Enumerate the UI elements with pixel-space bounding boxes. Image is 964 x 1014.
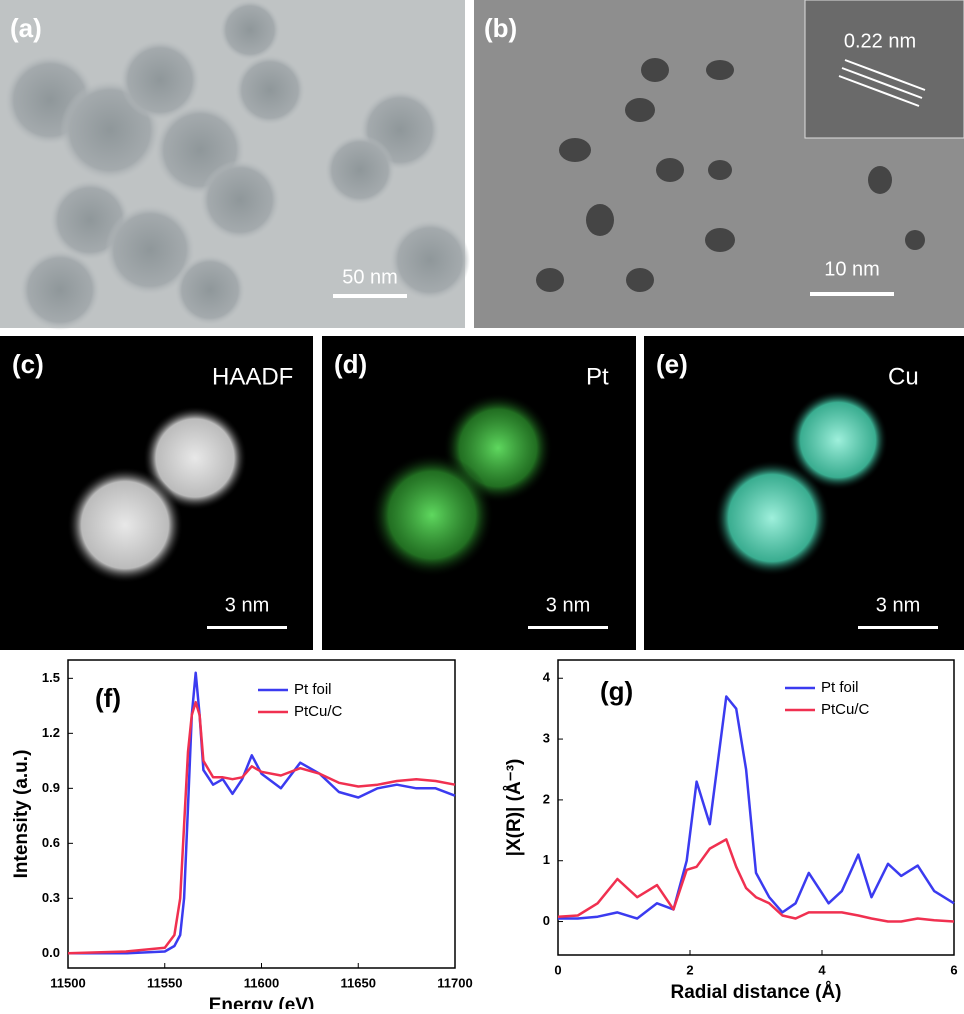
plot-frame <box>67 659 456 969</box>
inset <box>804 0 964 139</box>
scale-text: 50 nm <box>342 266 398 288</box>
particle <box>370 453 494 577</box>
panel-a: (a) 50 nm <box>0 0 470 330</box>
x-tick-label: 6 <box>950 962 957 977</box>
particle <box>788 390 888 490</box>
series-line <box>68 671 456 955</box>
legend-label: PtCu/C <box>294 703 343 720</box>
particle <box>67 467 183 583</box>
scale-text: 10 nm <box>824 258 880 280</box>
lattice-lines <box>838 59 926 107</box>
panel-label: (a) <box>10 13 42 43</box>
x-tick-label: 11500 <box>50 975 85 990</box>
scale-bar <box>528 626 608 629</box>
x-tick-label: 2 <box>686 962 693 977</box>
x-tick-label: 11550 <box>147 975 182 990</box>
series-line <box>558 695 955 920</box>
panel-name: HAADF <box>212 363 293 390</box>
inset-text: 0.22 nm <box>844 30 916 52</box>
scale-bar <box>207 626 287 629</box>
x-axis-label: Energy (eV) <box>209 995 315 1009</box>
scale-bar <box>810 292 894 296</box>
scale-text: 3 nm <box>546 594 590 616</box>
legend-label: Pt foil <box>821 679 859 696</box>
y-tick-label: 3 <box>543 731 550 746</box>
y-tick-label: 0.3 <box>42 890 60 905</box>
particle <box>714 460 830 576</box>
chart-title: (g) <box>600 676 633 706</box>
panel-label: (c) <box>12 349 44 379</box>
x-axis-label: Radial distance (Å) <box>670 982 841 1003</box>
series-line <box>557 838 955 923</box>
scale-text: 3 nm <box>876 594 920 616</box>
charts: 11500 11550 11600 11650 11700 0.0 0.3 0.6 0.9 1.2… <box>11 659 958 1014</box>
y-tick-label: 0.6 <box>42 835 60 850</box>
y-tick-label: 1 <box>543 852 550 867</box>
y-tick-label: 0 <box>543 913 550 928</box>
x-tick-label: 0 <box>554 962 561 977</box>
y-tick-label: 1.5 <box>42 670 60 685</box>
panel-b: (b) 0.22 nm 10 nm <box>474 0 964 328</box>
x-tick-label: 11650 <box>341 975 376 990</box>
panel-c: (c) HAADF 3 nm <box>0 336 313 650</box>
scale-bar <box>333 294 407 298</box>
scale-bar <box>858 626 938 629</box>
y-axis-label: Intensity (a.u.) <box>11 750 32 879</box>
y-tick-label: 2 <box>543 791 550 806</box>
panel-name: Cu <box>888 363 919 390</box>
x-tick-label: 4 <box>818 962 826 977</box>
legend-label: Pt foil <box>294 681 332 698</box>
y-tick-label: 1.2 <box>42 725 60 740</box>
legend-label: PtCu/C <box>821 701 870 718</box>
panel-label: (b) <box>484 13 517 43</box>
y-tick-label: 0.9 <box>42 780 60 795</box>
x-tick-label: 11700 <box>437 975 472 990</box>
chart-title: (f) <box>95 683 121 713</box>
y-axis-label: |X(R)| (Å⁻³) <box>504 759 525 857</box>
panel-name: Pt <box>586 363 609 390</box>
particle <box>143 406 247 510</box>
panel-e: (e) Cu 3 nm <box>644 336 964 650</box>
panel-d: (d) Pt 3 nm <box>322 336 636 650</box>
x-tick-label: 11600 <box>244 975 279 990</box>
particles <box>5 0 470 330</box>
series-line <box>67 700 456 955</box>
panel-label: (d) <box>334 349 367 379</box>
particles <box>536 58 925 292</box>
plot-frame <box>557 659 955 956</box>
y-tick-label: 0.0 <box>42 945 60 960</box>
panel-label: (e) <box>656 349 688 379</box>
y-tick-label: 4 <box>543 670 551 685</box>
scale-text: 3 nm <box>225 594 269 616</box>
